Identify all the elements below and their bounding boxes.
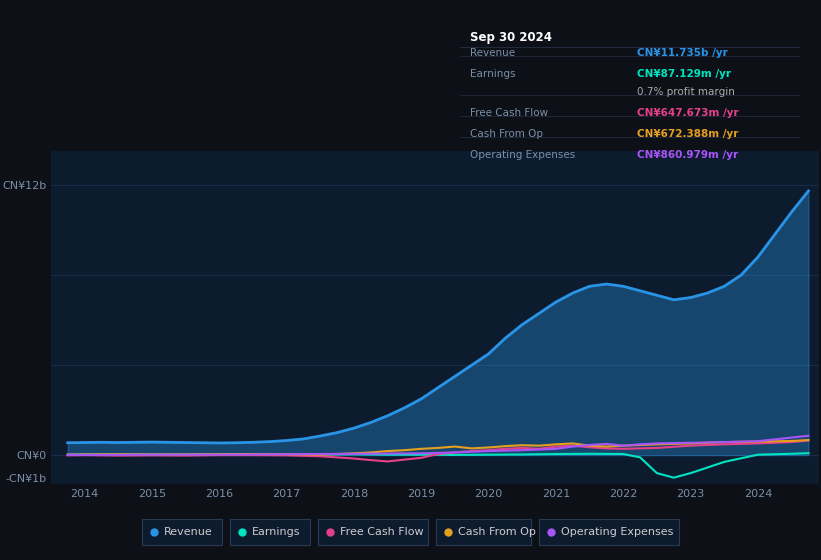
Text: Free Cash Flow: Free Cash Flow: [340, 527, 424, 537]
Text: CN¥672.388m /yr: CN¥672.388m /yr: [637, 129, 738, 139]
Text: Sep 30 2024: Sep 30 2024: [470, 30, 553, 44]
FancyBboxPatch shape: [436, 519, 531, 545]
Text: CN¥11.735b /yr: CN¥11.735b /yr: [637, 48, 727, 58]
Text: 0.7% profit margin: 0.7% profit margin: [637, 87, 735, 97]
FancyBboxPatch shape: [230, 519, 310, 545]
Text: Revenue: Revenue: [470, 48, 516, 58]
Text: Operating Expenses: Operating Expenses: [470, 150, 576, 160]
Text: Earnings: Earnings: [252, 527, 300, 537]
Text: CN¥647.673m /yr: CN¥647.673m /yr: [637, 108, 738, 118]
Text: Free Cash Flow: Free Cash Flow: [470, 108, 548, 118]
Text: Earnings: Earnings: [470, 69, 516, 79]
Text: Revenue: Revenue: [164, 527, 213, 537]
FancyBboxPatch shape: [142, 519, 222, 545]
FancyBboxPatch shape: [539, 519, 679, 545]
Text: CN¥860.979m /yr: CN¥860.979m /yr: [637, 150, 738, 160]
Text: CN¥87.129m /yr: CN¥87.129m /yr: [637, 69, 731, 79]
FancyBboxPatch shape: [318, 519, 428, 545]
Text: Cash From Op: Cash From Op: [470, 129, 544, 139]
Text: Operating Expenses: Operating Expenses: [561, 527, 673, 537]
Text: Cash From Op: Cash From Op: [458, 527, 536, 537]
